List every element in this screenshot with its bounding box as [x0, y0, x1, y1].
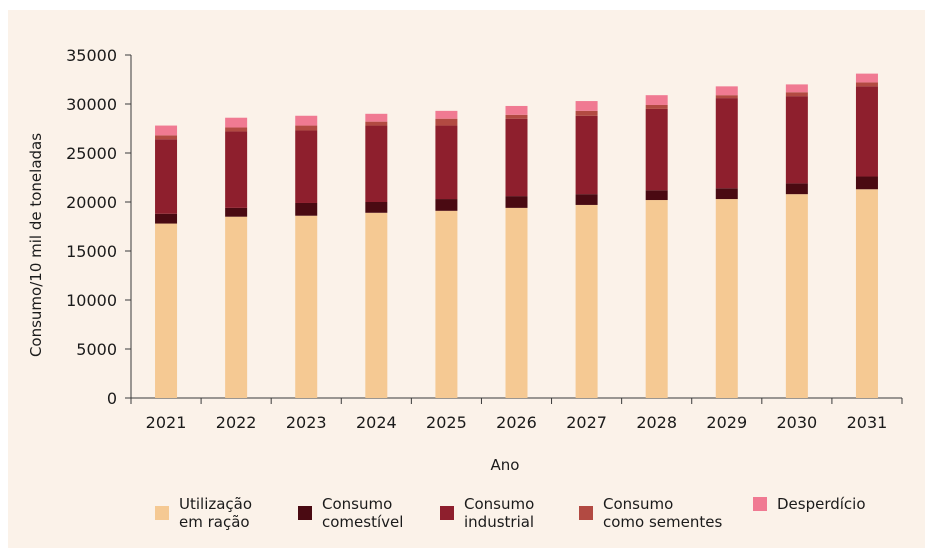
x-tick-label: 2023 — [286, 413, 327, 432]
bar-segment-1-2023 — [295, 215, 318, 398]
bar-segment-5-2026 — [505, 105, 528, 115]
x-tick-label: 2031 — [847, 413, 888, 432]
bar-segment-2-2021 — [155, 213, 178, 224]
legend-label: Utilização em ração — [179, 495, 253, 531]
bar-segment-3-2025 — [435, 125, 458, 200]
bar-segment-2-2028 — [645, 190, 668, 201]
legend-item-3: Consumo industrial — [440, 495, 534, 531]
bar-segment-1-2029 — [715, 199, 738, 398]
bar-segment-3-2023 — [295, 130, 318, 203]
bar-segment-5-2022 — [225, 117, 248, 128]
bar-segment-2-2022 — [225, 207, 248, 217]
y-tick-label: 25000 — [66, 144, 117, 163]
bar-segment-4-2029 — [715, 95, 738, 99]
chart-panel: 0 5000 10000 15000 20000 25000 30000 35000 2021… — [8, 10, 925, 548]
legend-label: Consumo comestível — [322, 495, 404, 531]
bar-segment-4-2028 — [645, 104, 668, 109]
y-tick-label: 0 — [107, 389, 117, 408]
bar-segment-1-2022 — [225, 216, 248, 398]
x-tick-label: 2026 — [496, 413, 537, 432]
legend-swatch — [579, 506, 593, 520]
bar-segment-2-2025 — [435, 199, 458, 211]
bar-segment-5-2021 — [155, 125, 178, 136]
bar-segment-4-2021 — [155, 135, 178, 140]
stacked-bar-chart: 0 5000 10000 15000 20000 25000 30000 35000 2021… — [27, 46, 903, 474]
bar-segment-1-2026 — [505, 207, 528, 398]
bar-segment-1-2030 — [785, 194, 808, 398]
legend-item-1: Utilização em ração — [155, 495, 252, 531]
bar-segment-3-2027 — [575, 115, 598, 195]
x-axis: 2021 2022 2023 2024 2025 2026 2027 2028 2029 2030… — [130, 397, 903, 432]
bar-segment-1-2021 — [155, 223, 178, 398]
legend: Utilização em ração Consumo comestível Con… — [8, 495, 925, 545]
legend-swatch — [155, 506, 169, 520]
legend-swatch — [753, 497, 767, 511]
bar-segment-4-2026 — [505, 114, 528, 119]
bar-segment-2-2027 — [575, 194, 598, 205]
bar-segment-1-2028 — [645, 200, 668, 398]
bar-segment-5-2028 — [645, 95, 668, 105]
legend-swatch — [440, 506, 454, 520]
x-tick-label: 2029 — [706, 413, 747, 432]
bar-segment-2-2026 — [505, 196, 528, 208]
x-tick-label: 2025 — [426, 413, 467, 432]
x-axis-title: Ano — [491, 456, 520, 474]
bar-segment-3-2024 — [365, 125, 388, 202]
bar-segment-1-2027 — [575, 204, 598, 398]
bar-segment-3-2022 — [225, 131, 248, 208]
bar-segment-5-2024 — [365, 113, 388, 122]
legend-label: Desperdício — [777, 495, 866, 513]
bar-segment-4-2031 — [855, 82, 878, 87]
legend-label: Consumo industrial — [464, 495, 535, 531]
bar-segment-4-2025 — [435, 118, 458, 126]
bar-segment-5-2027 — [575, 101, 598, 111]
bar-segment-5-2031 — [855, 73, 878, 83]
x-tick-label: 2028 — [636, 413, 677, 432]
bar-segment-2-2031 — [855, 176, 878, 190]
y-axis-title: Consumo/10 mil de toneladas — [27, 133, 45, 357]
bar-segment-2-2029 — [715, 188, 738, 200]
bar-segment-2-2024 — [365, 202, 388, 213]
y-tick-label: 30000 — [66, 95, 117, 114]
legend-swatch — [298, 506, 312, 520]
bar-segment-4-2030 — [785, 92, 808, 97]
x-tick-label: 2027 — [566, 413, 607, 432]
legend-item-5: Desperdício — [753, 495, 866, 513]
legend-label: Consumo como sementes — [603, 495, 723, 531]
legend-item-4: Consumo como sementes — [579, 495, 722, 531]
bar-segment-1-2024 — [365, 212, 388, 398]
bar-segment-4-2024 — [365, 121, 388, 126]
bar-segment-3-2031 — [855, 86, 878, 177]
bar-segment-4-2022 — [225, 127, 248, 132]
y-tick-label: 10000 — [66, 291, 117, 310]
y-tick-label: 15000 — [66, 242, 117, 261]
legend-item-2: Consumo comestível — [298, 495, 403, 531]
bar-segment-3-2026 — [505, 118, 528, 197]
bar-segment-4-2023 — [295, 125, 318, 131]
bar-segment-3-2021 — [155, 139, 178, 214]
bar-segment-3-2030 — [785, 96, 808, 184]
bar-segment-2-2023 — [295, 202, 318, 216]
x-tick-label: 2021 — [146, 413, 187, 432]
x-tick-label: 2030 — [777, 413, 818, 432]
bar-segment-1-2031 — [855, 189, 878, 398]
bar-segment-5-2023 — [295, 115, 318, 126]
x-tick-label: 2024 — [356, 413, 397, 432]
y-tick-label: 35000 — [66, 46, 117, 65]
y-tick-label: 5000 — [76, 340, 117, 359]
bar-segment-2-2030 — [785, 183, 808, 195]
bar-segment-5-2025 — [435, 110, 458, 119]
bar-segment-1-2025 — [435, 210, 458, 398]
bar-segment-4-2027 — [575, 110, 598, 116]
y-tick-label: 20000 — [66, 193, 117, 212]
bar-segment-3-2029 — [715, 98, 738, 189]
bar-segment-5-2030 — [785, 84, 808, 93]
x-tick-label: 2022 — [216, 413, 257, 432]
y-axis: 0 5000 10000 15000 20000 25000 30000 35000 — [66, 46, 132, 408]
bars — [155, 73, 878, 398]
bar-segment-5-2029 — [715, 86, 738, 96]
bar-segment-3-2028 — [645, 108, 668, 191]
